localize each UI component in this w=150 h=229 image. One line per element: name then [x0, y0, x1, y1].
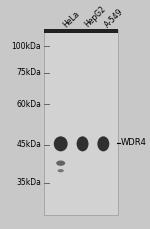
Text: 35kDa: 35kDa [16, 178, 41, 187]
Ellipse shape [54, 136, 68, 151]
Bar [44, 28, 118, 33]
Text: 45kDa: 45kDa [16, 140, 41, 149]
Text: A-549: A-549 [103, 7, 125, 29]
Text: HeLa: HeLa [62, 9, 82, 29]
Text: WDR4: WDR4 [121, 138, 147, 147]
Ellipse shape [56, 161, 65, 166]
Ellipse shape [58, 169, 64, 172]
Text: 75kDa: 75kDa [16, 68, 41, 77]
Ellipse shape [77, 136, 88, 151]
Text: 60kDa: 60kDa [16, 100, 41, 109]
Ellipse shape [97, 136, 109, 151]
Text: 100kDa: 100kDa [12, 42, 41, 51]
Bar [44, 30, 118, 215]
Text: HepG2: HepG2 [83, 4, 107, 29]
